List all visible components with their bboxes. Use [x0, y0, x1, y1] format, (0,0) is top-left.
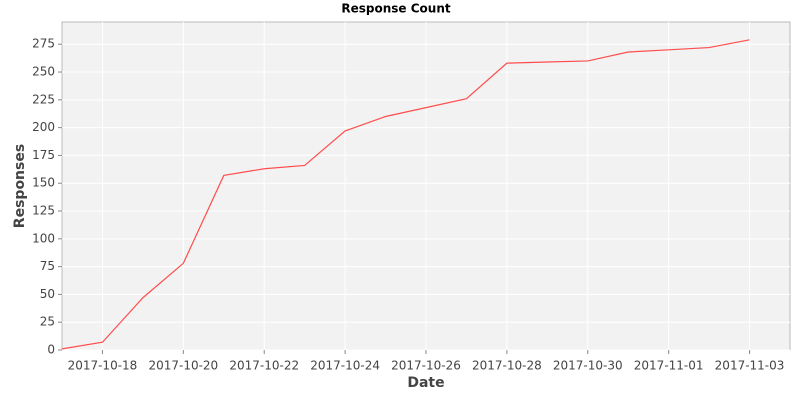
x-tick-label: 2017-10-24 — [310, 359, 380, 373]
x-tick-label: 2017-10-18 — [68, 359, 138, 373]
y-tick-label: 275 — [32, 37, 55, 51]
line-series — [61, 39, 750, 350]
x-tick-label: 2017-10-30 — [553, 359, 623, 373]
y-tick-label: 200 — [32, 120, 55, 134]
x-tick-label: 2017-10-28 — [472, 359, 542, 373]
x-tick-label: 2017-10-26 — [391, 359, 461, 373]
x-tick-label: 2017-10-20 — [148, 359, 218, 373]
y-tick-label: 75 — [40, 259, 55, 273]
y-tick-label: 100 — [32, 231, 55, 245]
x-tick-label: 2017-11-03 — [715, 359, 785, 373]
y-axis-label: Responses — [12, 144, 28, 228]
y-tick-label: 25 — [40, 315, 55, 329]
x-axis-label: Date — [407, 375, 444, 391]
y-tick-label: 0 — [47, 343, 55, 357]
y-tick-label: 125 — [32, 204, 55, 218]
y-tick-label: 150 — [32, 176, 55, 190]
y-tick-label: 225 — [32, 92, 55, 106]
chart-title: Response Count — [341, 2, 450, 16]
y-tick-label: 250 — [32, 65, 55, 79]
y-tick-label: 50 — [40, 287, 55, 301]
x-tick-label: 2017-10-22 — [229, 359, 299, 373]
x-tick-label: 2017-11-01 — [634, 359, 704, 373]
y-tick-label: 175 — [32, 148, 55, 162]
